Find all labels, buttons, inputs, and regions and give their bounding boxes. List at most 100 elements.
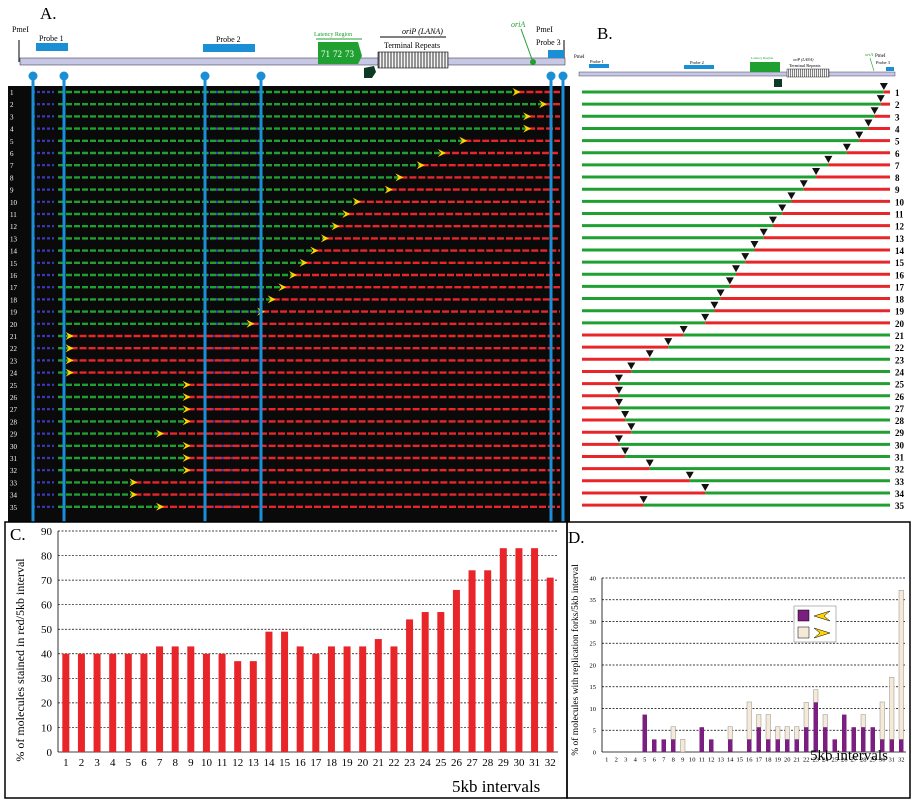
molecule-number-b: 2	[895, 100, 900, 110]
x-tick-label: 20	[784, 757, 791, 764]
origin-arrow-icon	[614, 374, 623, 382]
molecule-number: 13	[10, 235, 18, 243]
x-tick-label: 28	[860, 757, 867, 764]
x-tick-label: 5	[126, 757, 132, 769]
molecule-number: 7	[10, 162, 14, 170]
bar-segment	[889, 676, 895, 740]
bar-segment	[709, 739, 714, 752]
bar-segment	[652, 739, 657, 752]
molecule-number-b: 25	[895, 380, 905, 390]
fork-arrow-icon	[278, 283, 287, 292]
bar	[452, 589, 460, 752]
bar	[187, 646, 195, 752]
origin-arrow-icon	[679, 326, 688, 333]
molecule-number: 6	[10, 150, 14, 158]
probe1-box	[36, 43, 68, 51]
terminal-repeats-label-b: Terminal Repeats	[789, 63, 821, 68]
pmei-left-label-b: PmeI	[574, 55, 585, 60]
x-tick-label: 10	[689, 757, 696, 764]
bar	[515, 548, 523, 752]
molecule-number: 16	[10, 272, 18, 280]
x-tick-label: 22	[803, 757, 810, 764]
panel-c-label: C.	[10, 525, 26, 544]
bar	[77, 653, 85, 752]
bar	[359, 646, 367, 752]
bar-segment	[794, 739, 799, 752]
x-tick-label: 32	[898, 757, 905, 764]
fork-arrow-icon	[512, 88, 521, 96]
x-tick-label: 31	[529, 757, 540, 769]
panel-b-label: B.	[597, 24, 613, 43]
x-tick-label: 24	[822, 757, 829, 764]
x-tick-label: 27	[467, 757, 479, 769]
fork-arrow-icon	[331, 222, 340, 231]
molecule-number: 23	[10, 357, 18, 365]
molecule-number-b: 18	[895, 295, 905, 305]
origin-arrow-icon	[725, 277, 734, 285]
bar-segment	[870, 727, 875, 752]
molecule-number: 3	[10, 113, 14, 121]
bar	[249, 661, 257, 752]
origin-arrow-icon	[627, 362, 636, 370]
bar-segment	[728, 739, 733, 752]
x-tick-label: 11	[217, 757, 228, 769]
x-tick-label: 11	[699, 757, 705, 764]
x-tick-label: 31	[889, 757, 896, 764]
fork-arrow-icon	[416, 161, 425, 170]
gene-73-label: 73	[345, 49, 355, 59]
fork-arrow-icon	[342, 210, 351, 218]
fork-arrow-icon	[459, 136, 468, 145]
legend-left-arrow-icon	[813, 610, 831, 622]
origin-arrow-icon	[716, 289, 725, 297]
molecule-number: 15	[10, 260, 18, 268]
x-tick-label: 15	[737, 757, 744, 764]
origin-arrow-icon	[621, 411, 630, 419]
probe-pin-icon	[558, 71, 568, 81]
bar-segment	[699, 727, 704, 752]
bar	[499, 548, 507, 752]
bar-segment	[785, 739, 790, 752]
origin-arrow-icon	[768, 216, 777, 224]
molecule-number: 29	[10, 431, 18, 439]
bar	[327, 646, 335, 752]
bar-segment	[860, 714, 866, 728]
y-tick-label: 30	[41, 673, 53, 685]
origin-arrow-icon	[614, 386, 623, 394]
y-tick-label: 15	[590, 684, 597, 691]
bar-segment	[880, 739, 885, 752]
genome-map-a: PmeI PmeI Probe 1 Probe 2 Probe 3 Latenc…	[12, 20, 566, 78]
origin-arrow-icon	[787, 192, 796, 200]
x-tick-label: 15	[279, 757, 291, 769]
probe-pin-icon	[59, 71, 69, 81]
gene-72-label: 72	[333, 49, 342, 59]
bar	[468, 570, 476, 752]
molecule-number-b: 34	[895, 489, 905, 499]
x-tick-label: 29	[498, 757, 510, 769]
probe-pin-icon	[200, 71, 210, 81]
pmei-right-label-b: PmeI	[875, 54, 886, 59]
fork-arrow-icon	[182, 441, 191, 450]
pmei-left-label: PmeI	[12, 25, 29, 34]
bar-segment	[823, 727, 828, 752]
molecule-number: 12	[10, 223, 18, 231]
legend-purple-swatch	[797, 609, 810, 622]
fork-arrow-icon	[65, 344, 74, 353]
bar	[421, 612, 429, 752]
molecule-number-b: 16	[895, 270, 905, 280]
origin-arrow-icon	[842, 143, 851, 151]
molecule-number: 31	[10, 455, 18, 463]
terminal-repeats-box	[377, 51, 449, 69]
bar	[140, 653, 148, 752]
x-tick-label: 16	[295, 757, 307, 769]
origin-arrow-icon	[799, 180, 808, 188]
origin-arrow-icon	[870, 107, 879, 115]
genome-map-b: PmeI PmeI Probe 1 Probe 2 Latency Region…	[574, 52, 896, 87]
oria-marker	[530, 59, 536, 65]
x-tick-label: 3	[624, 757, 627, 764]
molecule-number-b: 9	[895, 185, 900, 195]
x-tick-label: 17	[310, 757, 322, 769]
panel-a-label: A.	[40, 4, 57, 23]
origin-arrow-icon	[645, 459, 654, 467]
fork-arrow-icon	[267, 295, 276, 304]
molecule-number-b: 28	[895, 416, 905, 426]
